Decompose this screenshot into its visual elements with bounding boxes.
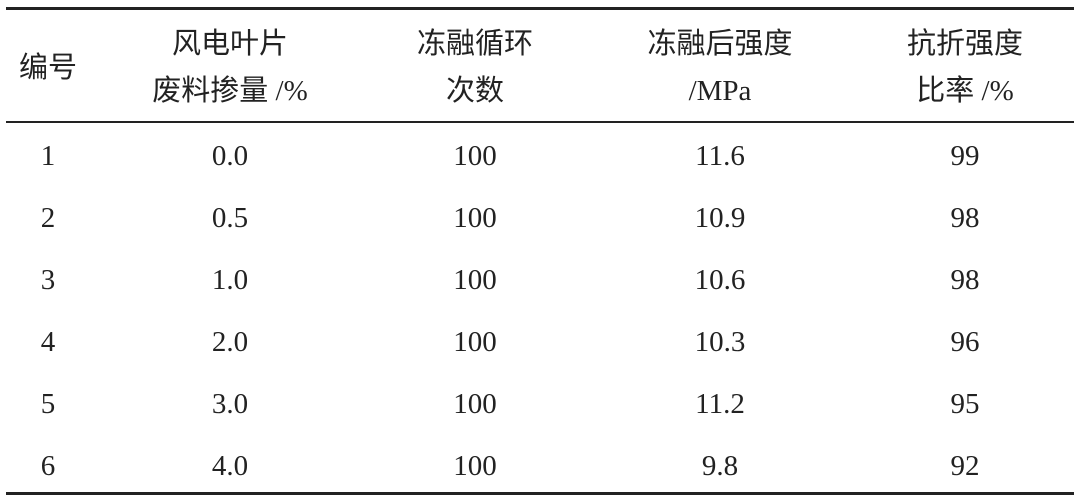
table-cell: 99 [950,140,980,172]
table-cell: 6 [40,450,56,482]
header-cell: 废料掺量 /% [152,75,308,107]
table-cell: 3.0 [211,388,249,420]
table-cell: 3 [40,264,56,296]
header-cell: /MPa [688,75,752,107]
table-cell: 10.6 [694,264,746,296]
table-cell: 95 [950,388,980,420]
table-cell: 4 [40,326,56,358]
header-cell: 次数 [445,75,504,107]
header-cell: 冻融循环 [416,28,533,60]
table-cell: 100 [453,388,497,420]
table-cell: 0.0 [211,140,249,172]
table-cell: 2 [40,202,56,234]
header-rule [6,121,1074,123]
table-cell: 1.0 [211,264,249,296]
table-cell: 96 [950,326,980,358]
header-cell: 比率 /% [916,75,1014,107]
header-cell: 风电叶片 [171,28,288,60]
top-rule [6,7,1074,10]
table-cell: 98 [950,202,980,234]
table-cell: 100 [453,264,497,296]
table-cell: 100 [453,326,497,358]
header-cell: 抗折强度 [906,28,1023,60]
table-cell: 11.6 [695,140,745,172]
table-cell: 4.0 [211,450,249,482]
table-cell: 1 [40,140,56,172]
table-cell: 2.0 [211,326,249,358]
table-cell: 100 [453,140,497,172]
table-cell: 100 [453,450,497,482]
table-cell: 92 [950,450,980,482]
table-cell: 5 [40,388,56,420]
table-cell: 10.9 [694,202,746,234]
table-cell: 9.8 [701,450,739,482]
table-cell: 11.2 [695,388,745,420]
table-cell: 0.5 [211,202,249,234]
bottom-rule [6,492,1074,495]
table-cell: 10.3 [694,326,746,358]
table-cell: 98 [950,264,980,296]
header-cell: 冻融后强度 [647,28,793,60]
header-cell: 编号 [18,52,77,84]
table-cell: 100 [453,202,497,234]
